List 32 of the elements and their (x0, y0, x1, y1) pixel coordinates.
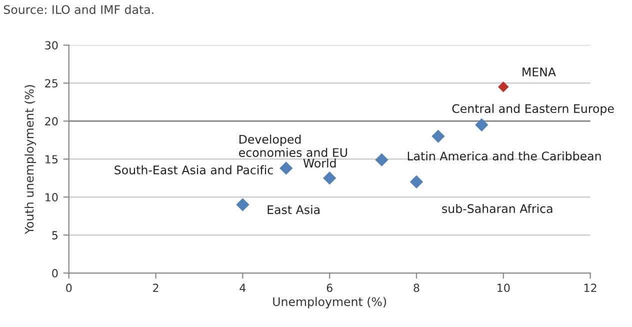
y-tick-label: 30 (45, 41, 58, 50)
x-tick-label: 6 (326, 284, 332, 292)
y-axis-title: Youth unemployment (%) (24, 85, 36, 234)
point (432, 130, 445, 143)
y-tick-label: 5 (52, 231, 58, 240)
y-tick-label: 10 (46, 193, 58, 202)
point (475, 118, 488, 132)
annotation: World (303, 158, 336, 168)
point (375, 153, 388, 166)
source-note: Source: ILO and IMF data. (4, 4, 154, 14)
annotation: MENA (522, 68, 556, 76)
point (323, 171, 336, 185)
y-tick-label: 20 (45, 117, 58, 126)
point (236, 198, 250, 212)
annotation: Central and Eastern Europe (452, 104, 614, 116)
x-tick-label: 8 (414, 284, 420, 292)
x-tick-label: 4 (240, 284, 246, 292)
x-tick-label: 12 (584, 284, 596, 292)
annotation: Latin America and the Caribbean (408, 151, 601, 160)
x-tick-label: 0 (66, 284, 72, 292)
x-tick-label: 2 (153, 284, 158, 292)
y-tick-label: 0 (52, 269, 58, 278)
point (280, 162, 293, 175)
annotation: sub-Saharan Africa (442, 204, 552, 214)
annotation: South-East Asia and Pacific (114, 165, 273, 174)
y-tick-label: 25 (45, 79, 58, 88)
annotation: Developed economies and EU (238, 134, 348, 157)
x-axis-title: Unemployment (%) (273, 296, 386, 308)
point (410, 175, 424, 188)
x-tick-label: 10 (498, 284, 510, 292)
annotation: East Asia (268, 205, 320, 214)
y-tick-label: 15 (46, 155, 58, 164)
